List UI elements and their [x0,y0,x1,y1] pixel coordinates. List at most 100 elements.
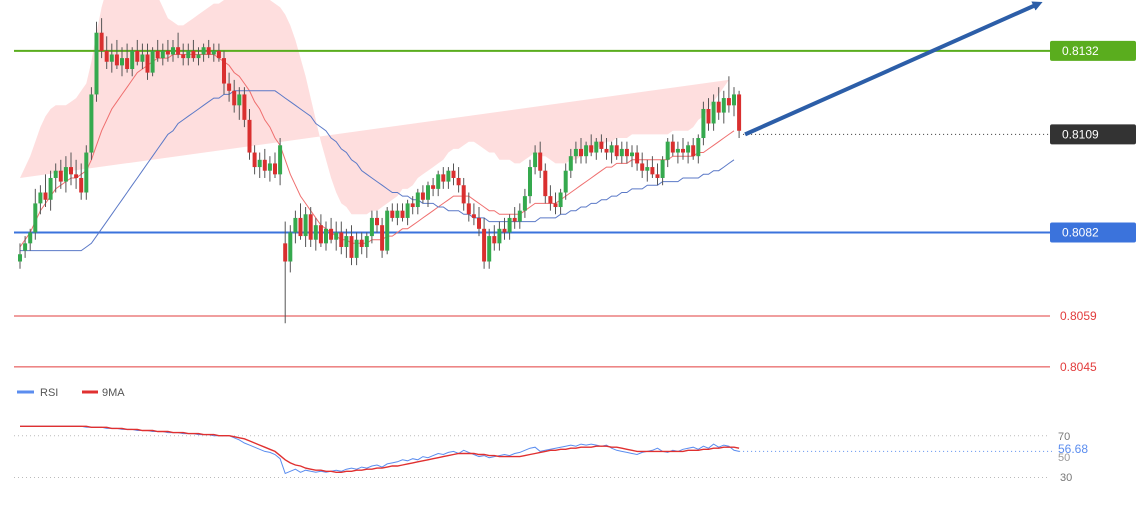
candle [171,39,175,62]
candle-body [130,50,135,70]
candle-body [604,148,609,153]
rsi-panel: RSI 9MA 70 50 30 56.68 [14,387,1088,484]
candle [441,167,446,189]
candle-body [278,145,283,175]
candle-body [497,228,502,244]
candle-body [614,145,619,157]
candle [359,232,364,255]
candle [308,207,313,247]
candle [247,108,252,160]
rsi-guides [14,435,1050,479]
candle-body [176,47,181,55]
candle [405,199,410,226]
candle [558,188,563,215]
candle [196,47,201,66]
candle [94,21,99,102]
candle [563,163,568,200]
candle [201,43,206,62]
candle [609,141,614,164]
candle [461,177,466,211]
candle [471,203,476,226]
candle [150,47,155,77]
candle [528,159,532,204]
candle [349,225,354,266]
candle [165,39,170,62]
candle [522,188,527,218]
candle [135,39,140,66]
candle-body [477,217,481,229]
candle-body [359,239,364,247]
candle [186,43,191,66]
candle [18,243,22,269]
candle-body [344,236,349,247]
candle [420,185,425,204]
candle [670,134,675,157]
candle [543,163,548,204]
candle [604,138,609,160]
candle [104,36,109,70]
candle-body [43,192,48,200]
candle [58,159,63,189]
candle [324,221,328,251]
candle-body [686,145,691,153]
candle-body [227,83,232,91]
candle-body [237,94,242,106]
candle [630,145,634,168]
candle-body [589,145,594,153]
level-label-support: 0.8059 [1060,309,1097,323]
candle [369,210,374,244]
candle [400,203,405,222]
candle-body [645,167,650,171]
candle [507,214,512,240]
candle-body [415,192,420,208]
candle-body [594,141,599,153]
candle-body [726,98,731,106]
candle [237,87,242,120]
moving-averages [19,54,735,252]
candle [33,188,38,240]
bollinger-basis-line [19,54,735,248]
candle-body [650,167,655,175]
candle-body [349,236,354,258]
candle-body [533,152,538,168]
candle [242,87,247,128]
candle-body [487,236,492,262]
candle [701,101,706,146]
candle-body [558,192,563,208]
candle-body [380,225,385,251]
rsi-tick-30: 30 [1060,472,1072,484]
candle-body [400,210,405,218]
candle [456,167,461,193]
candle-body [732,94,736,106]
candle-body [584,145,589,157]
candle [364,232,369,258]
candle-body [609,145,614,153]
candle-body [548,196,553,204]
candle [74,159,79,189]
candle [645,159,650,182]
candle [257,152,262,178]
slow-moving-average-line [20,90,735,252]
candle [436,170,441,197]
candle-body [436,174,441,189]
rsi-tick-70: 70 [1058,431,1070,443]
candle [69,152,73,186]
candle-body [675,148,680,153]
candle-body [313,225,318,240]
candle [232,79,237,113]
candle [63,156,68,193]
candle [502,217,507,240]
candle-body [171,47,175,55]
candle [726,76,731,113]
candle-body [553,203,558,208]
candle [288,225,293,273]
candle [273,152,277,178]
candle-body [517,210,522,222]
candle [28,228,33,251]
candle-body [120,58,124,66]
candle [283,221,288,324]
bollinger-band-area [20,0,729,215]
candle-body [711,101,716,124]
candle-body [563,170,568,193]
